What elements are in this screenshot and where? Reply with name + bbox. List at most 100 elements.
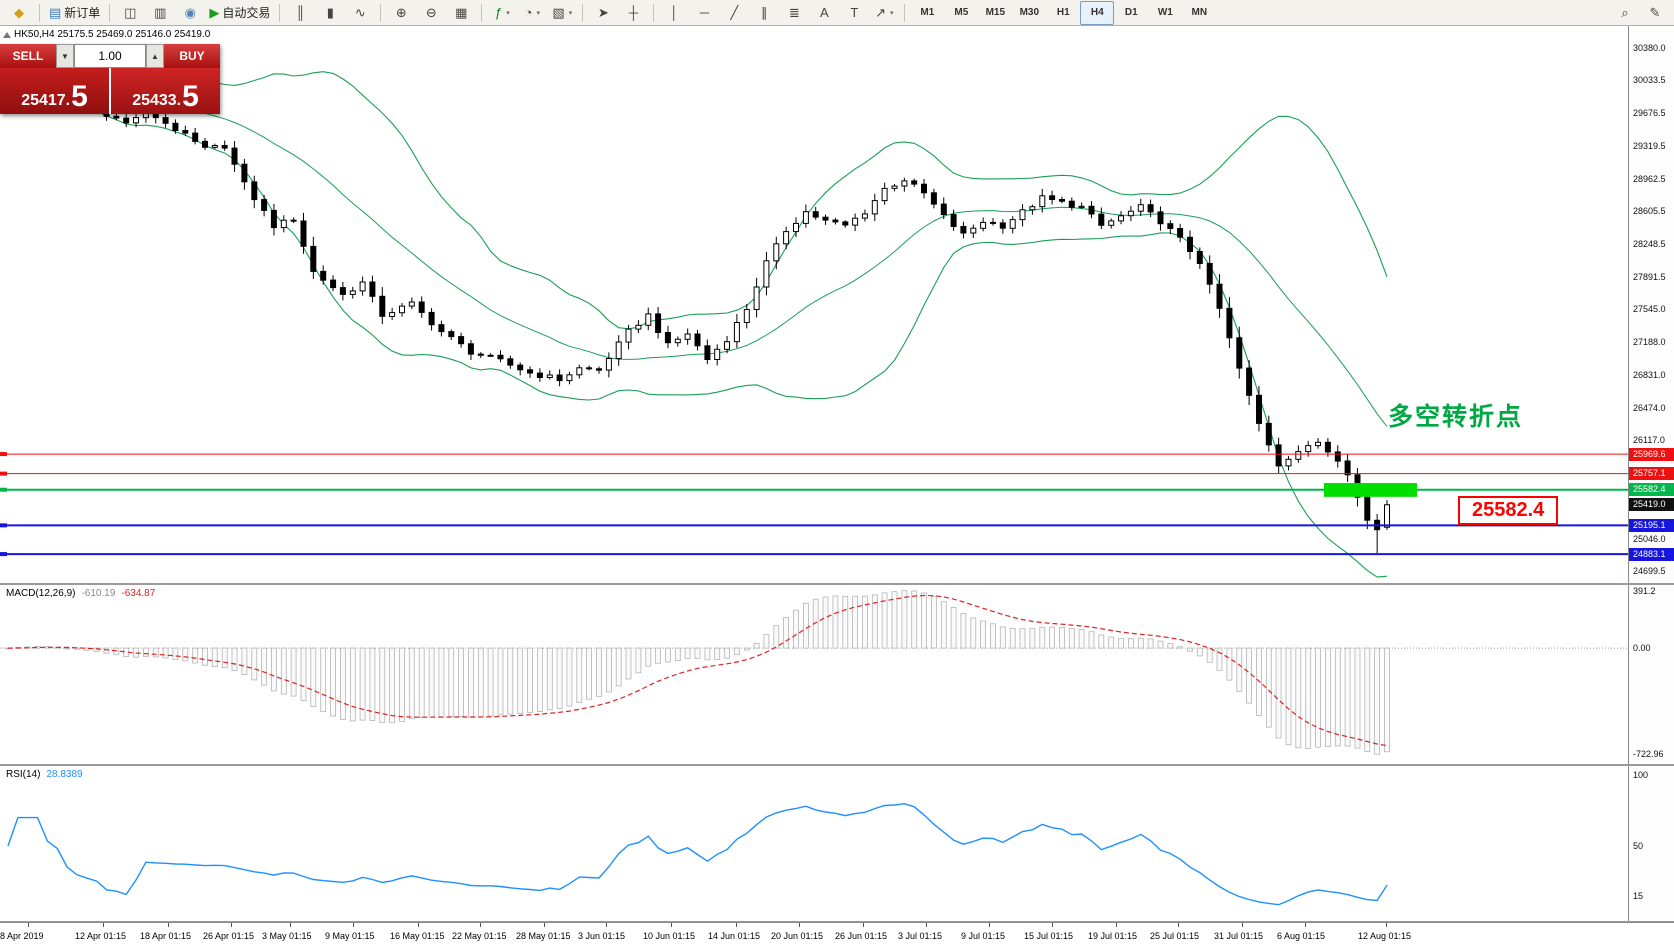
alerts-icon[interactable]: ◉ [184,5,196,20]
chart-shift-marker-icon[interactable] [3,32,11,38]
time-axis[interactable]: 8 Apr 2019 12 Apr 01:15 18 Apr 01:15 26 Apr… [0,922,1674,951]
candles-chart-button[interactable]: ▮ [326,5,334,20]
hline-button[interactable]: ─ [699,5,709,20]
macd-axis: 391.2 0.00 -722.96 [1628,585,1674,764]
ohlc-readout: HK50,H4 25175.5 25469.0 25146.0 25419.0 [14,29,210,40]
rsi-tick: 50 [1633,841,1644,851]
time-label: 12 Apr 01:15 [75,931,127,941]
tf-M5[interactable]: M5 [954,6,969,18]
tile-windows-button[interactable]: ▦ [455,5,468,20]
crosshair-button[interactable]: ┼ [628,5,638,20]
time-tick [799,923,800,927]
toolbar-separator [109,3,111,22]
time-label: 12 Aug 01:15 [1358,931,1412,941]
time-label: 26 Jun 01:15 [835,931,888,941]
profiles-icon[interactable]: ▥ [154,5,167,20]
time-tick [231,923,232,927]
time-tick [989,923,990,927]
price-tag: 25419.0 [1629,498,1674,512]
price-tag: 25757.1 [1629,467,1674,481]
chart-window-icon[interactable]: ◫ [124,5,137,20]
rsi-chart[interactable] [0,766,1628,921]
tf-D1[interactable]: D1 [1124,6,1138,18]
toolbar-separator [904,3,906,22]
macd-chart[interactable] [0,585,1628,764]
sell-button[interactable]: SELL [0,44,56,68]
tf-MN[interactable]: MN [1191,6,1208,18]
price-tick: 26831.0 [1633,369,1666,380]
arrows-button[interactable]: ↗ ▾ [875,5,894,20]
time-tick [28,923,29,927]
price-tag: 25195.1 [1629,518,1674,532]
volume-down-button[interactable]: ▼ [56,44,74,68]
fibonacci-button[interactable]: ≣ [788,5,800,20]
time-label: 6 Aug 01:15 [1277,931,1326,941]
volume-input[interactable] [74,44,146,68]
rsi-value: 28.8389 [46,769,83,780]
buy-button[interactable]: BUY [164,44,220,68]
buy-price-button[interactable]: 25433. 5 [111,68,220,114]
time-label: 28 May 01:15 [516,931,571,941]
price-tick: 29676.5 [1633,107,1666,118]
time-label: 22 May 01:15 [452,931,507,941]
rsi-tick: 100 [1633,770,1649,780]
candlestick-chart[interactable] [0,26,1628,583]
tf-H1[interactable]: H1 [1056,6,1070,18]
toolbar-group: M1 M5 M15 M30 H1 H4 D1 W1 MN [910,0,1216,25]
vline-button[interactable]: │ [670,5,679,20]
tf-M1[interactable]: M1 [920,6,935,18]
tf-M15[interactable]: M15 [985,6,1006,18]
text-button[interactable]: A [819,5,829,20]
time-label: 3 May 01:15 [262,931,312,941]
toolbar-group: ➤ ┼ [588,1,648,25]
symbol-label: HK50,H4 [14,29,55,40]
time-tick [863,923,864,927]
price-callout-label[interactable]: 25582.4 [1458,496,1559,526]
sell-price-button[interactable]: 25417. 5 [0,68,109,114]
line-chart-button[interactable]: ∿ [354,5,366,20]
toolbar-separator [481,3,483,22]
time-tick [1178,923,1179,927]
toolbar-group: ⊕ ⊖ ▦ [386,1,476,25]
text-label-button[interactable]: T [850,5,859,20]
channel-button[interactable]: ∥ [761,5,768,20]
time-tick [544,923,545,927]
edit-icon[interactable]: ✎ [1649,5,1661,20]
zoom-out-button[interactable]: ⊖ [425,5,437,20]
macd-label: MACD(12,26,9) -610.19 -634.87 [6,588,156,599]
macd-main-value: -610.19 [81,588,116,599]
trendline-button[interactable]: ╱ [730,5,739,20]
price-tick: 26474.0 [1633,402,1666,413]
app-icon: ◆ [14,5,24,20]
auto-trading-button[interactable]: ▶ 自动交易 [209,5,271,20]
indicators-button[interactable]: ƒ ▾ [494,5,510,20]
zoom-in-button[interactable]: ⊕ [395,5,407,20]
cursor-button[interactable]: ➤ [597,5,609,20]
price-chart-panel: HK50,H4 25175.5 25469.0 25146.0 25419.0 … [0,26,1674,585]
sell-price-main: 25417. [21,92,71,109]
price-tick: 29319.5 [1633,140,1666,151]
toolbar-group: ║ ▮ ∿ [285,1,375,25]
macd-panel: MACD(12,26,9) -610.19 -634.87 391.2 0.00 -72… [0,585,1674,766]
tf-W1[interactable]: W1 [1157,6,1173,18]
tf-H4[interactable]: H4 [1080,0,1115,25]
price-tick: 27891.5 [1633,272,1666,283]
search-icon[interactable]: ⌕ [1621,5,1629,20]
templates-button[interactable]: ▧ ▾ [552,5,573,20]
bars-chart-button[interactable]: ║ [295,5,305,20]
toolbar-group: │ ─ ╱ ∥ ≣ A T ↗ ▾ [659,1,899,25]
tf-M30[interactable]: M30 [1019,6,1040,18]
time-tick [290,923,291,927]
price-tick: 28605.5 [1633,206,1666,217]
time-label: 16 May 01:15 [390,931,445,941]
new-order-button[interactable]: ▤ 新订单 [49,5,101,20]
time-tick [1116,923,1117,927]
price-tick: 28962.5 [1633,173,1666,184]
volume-up-button[interactable]: ▲ [146,44,164,68]
toolbar-group: ◫ ▥ ◉ ▶ 自动交易 [115,1,274,25]
periods-button[interactable]: ◔ ▾ [524,5,541,20]
price-tag: 25969.6 [1629,447,1674,461]
time-tick [103,923,104,927]
time-tick [480,923,481,927]
